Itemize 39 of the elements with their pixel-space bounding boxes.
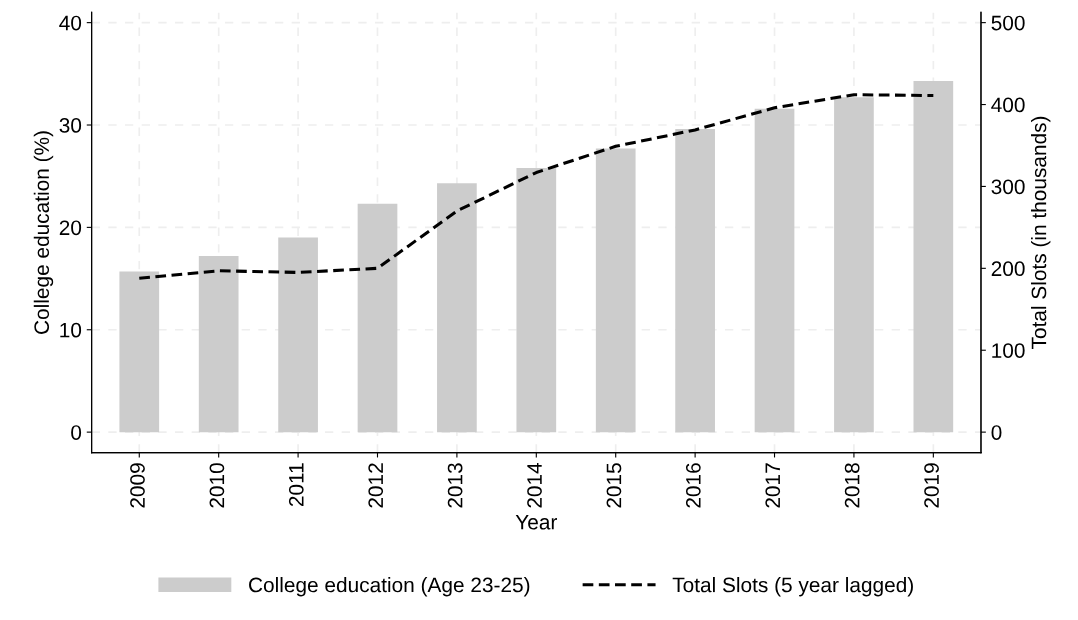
x-tick-label: 2019 <box>924 463 939 508</box>
x-tick-label: 2010 <box>209 463 225 508</box>
y2-tick-label: 400 <box>991 97 1025 113</box>
bar <box>278 237 318 433</box>
y2-tick-label: 300 <box>991 179 1025 195</box>
x-tick-label: 2016 <box>685 463 701 508</box>
y-tick-label: 40 <box>59 15 82 31</box>
y-tick-label: 10 <box>60 322 82 338</box>
bar <box>834 97 874 433</box>
x-tick-label: 2009 <box>130 463 145 508</box>
x-tick-label: 2013 <box>447 463 463 508</box>
bar <box>357 203 398 433</box>
y2-tick-label: 100 <box>992 343 1025 358</box>
y-tick-label: 20 <box>59 220 82 236</box>
y-axis-title: College education (%) <box>33 131 54 334</box>
x-tick-label: 2012 <box>368 463 384 508</box>
x-tick-label: 2017 <box>765 463 781 508</box>
x-tick-label: 2011 <box>288 463 304 507</box>
x-tick-label: 2018 <box>844 463 860 508</box>
x-tick-label: 2014 <box>527 462 542 508</box>
line-series <box>137 93 935 280</box>
x-tick-label: 2015 <box>606 463 622 508</box>
bar <box>516 168 557 433</box>
bar <box>913 80 954 433</box>
bar <box>198 256 239 433</box>
bar <box>675 129 715 433</box>
legend-label: College education (Age 23-25) <box>249 577 530 597</box>
y2-tick-label: 500 <box>991 15 1025 31</box>
y2-axis-title: Total Slots (in thousands) <box>1031 116 1051 349</box>
x-axis-title: Year <box>515 514 558 530</box>
y2-tick-label: 200 <box>991 261 1025 277</box>
y2-tick-label: 0 <box>991 425 1002 440</box>
bar <box>437 183 477 433</box>
bar <box>754 108 795 433</box>
y-tick-label: 30 <box>59 118 82 133</box>
bar <box>595 148 636 433</box>
y-tick-label: 0 <box>71 425 82 440</box>
bar <box>119 271 160 433</box>
legend-label: Total Slots (5 year lagged) <box>672 577 913 597</box>
